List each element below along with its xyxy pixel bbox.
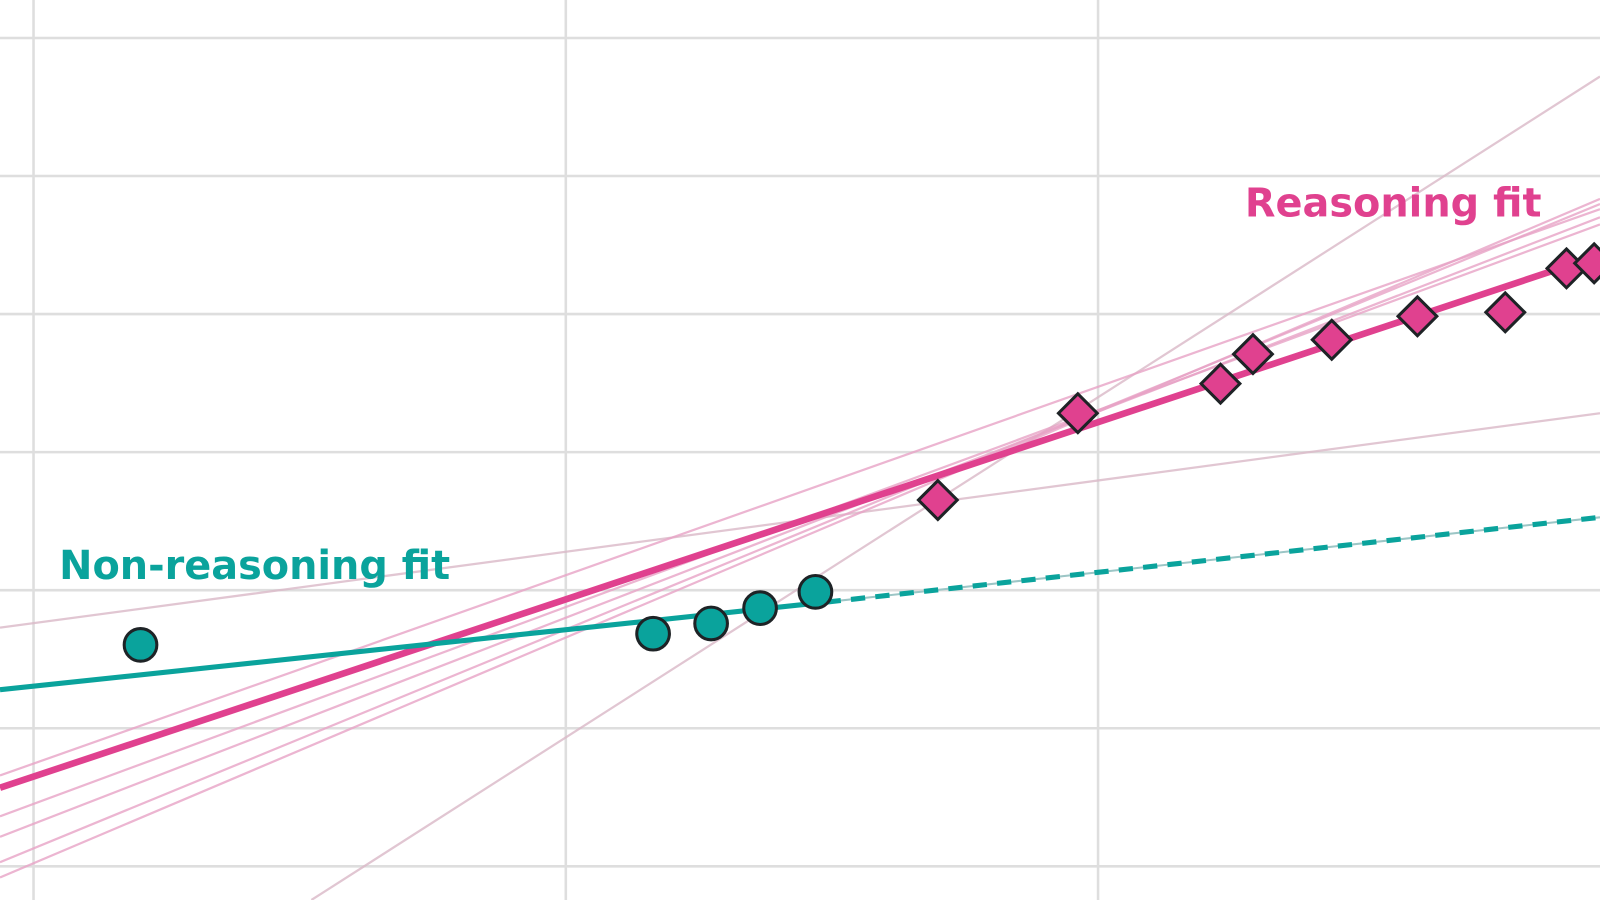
fit-line [0, 251, 1600, 791]
annotation: Non-reasoning fit [59, 543, 450, 589]
circle-point [693, 605, 729, 642]
diamond-point [1395, 294, 1439, 338]
diamond-point [1310, 318, 1354, 362]
diamond-point [916, 478, 960, 522]
annotation: Reasoning fit [1245, 181, 1542, 227]
diamond-point [1056, 391, 1100, 435]
diamond-point [1572, 241, 1600, 285]
fit-line [0, 203, 1600, 864]
fit-line [0, 216, 1600, 838]
fit-line [0, 599, 827, 693]
fit-line [826, 514, 1600, 605]
circle-point [742, 590, 778, 627]
diamond-point [1198, 362, 1243, 406]
diamond-point [1231, 332, 1275, 376]
circle-point [122, 627, 159, 663]
fit-line [0, 208, 1600, 777]
circle-point [635, 615, 671, 652]
fit-line [310, 75, 1600, 900]
circle-point [797, 573, 834, 610]
fit-line [0, 197, 1600, 879]
diamond-point [1483, 290, 1527, 334]
